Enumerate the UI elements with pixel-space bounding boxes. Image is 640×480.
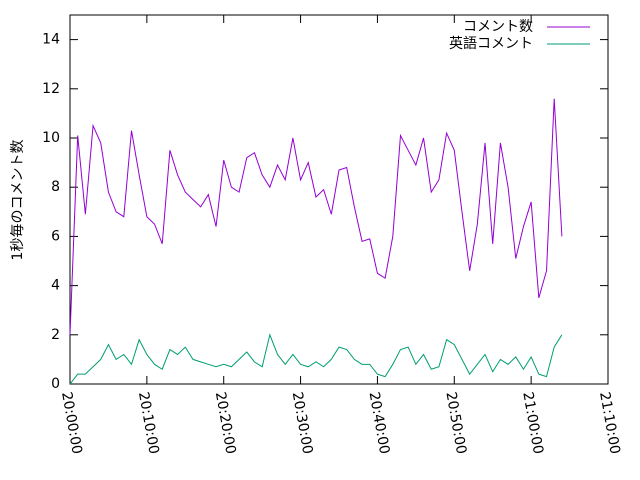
- legend-label: 英語コメント: [449, 35, 533, 52]
- x-tick-label: 20:00:00: [58, 391, 85, 456]
- x-tick-label: 20:10:00: [135, 391, 162, 456]
- x-tick-label: 21:10:00: [596, 391, 623, 456]
- x-tick-label: 20:30:00: [289, 391, 316, 456]
- y-tick-label: 2: [51, 327, 60, 343]
- y-tick-label: 12: [42, 81, 60, 97]
- y-tick-label: 10: [42, 130, 60, 146]
- y-axis-label: 1秒毎のコメント数: [10, 140, 26, 261]
- x-tick-label: 20:50:00: [442, 391, 469, 456]
- y-tick-label: 6: [51, 228, 60, 244]
- y-tick-label: 8: [51, 179, 60, 195]
- y-tick-label: 14: [42, 32, 60, 48]
- x-tick-label: 20:20:00: [212, 391, 239, 456]
- x-tick-label: 21:00:00: [519, 391, 546, 456]
- y-tick-label: 0: [51, 376, 60, 392]
- series-line: [69, 333, 563, 385]
- plot-border: [69, 14, 609, 385]
- x-tick-label: 20:40:00: [366, 391, 393, 456]
- y-tick-label: 4: [51, 278, 60, 294]
- legend-label: コメント数: [463, 19, 533, 35]
- series-line: [69, 98, 563, 335]
